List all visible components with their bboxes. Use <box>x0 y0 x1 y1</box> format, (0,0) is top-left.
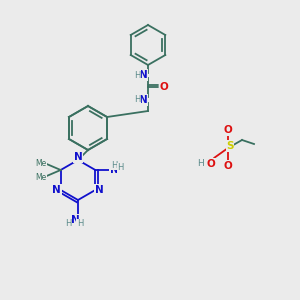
Text: N: N <box>95 185 104 195</box>
Text: H: H <box>65 220 71 229</box>
Text: N: N <box>139 95 147 105</box>
Text: H: H <box>134 95 140 104</box>
Text: N: N <box>139 70 147 80</box>
Text: N: N <box>110 165 119 175</box>
Text: H: H <box>111 160 118 169</box>
Text: N: N <box>74 152 82 162</box>
Text: S: S <box>226 141 234 151</box>
Text: Me: Me <box>35 172 46 182</box>
Text: H: H <box>134 70 140 80</box>
Text: O: O <box>207 159 215 169</box>
Text: Me: Me <box>35 158 46 167</box>
Text: H: H <box>117 164 124 172</box>
Text: H: H <box>77 220 83 229</box>
Text: O: O <box>160 82 168 92</box>
Text: O: O <box>224 125 232 135</box>
Text: H: H <box>198 160 204 169</box>
Text: N: N <box>52 185 61 195</box>
Text: O: O <box>224 161 232 171</box>
Text: N: N <box>70 215 80 225</box>
